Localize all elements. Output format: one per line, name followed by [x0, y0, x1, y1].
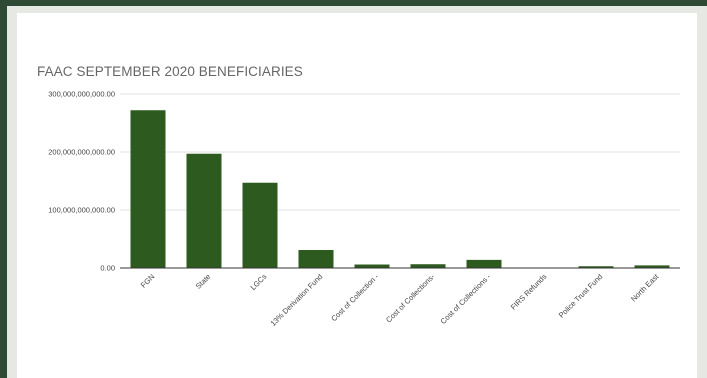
- x-tick-label: LGCs: [248, 272, 268, 292]
- bar: [186, 153, 222, 268]
- bar-chart: 0.00 100,000,000,000.00 200,000,000,000.00…: [48, 90, 680, 328]
- x-tick-label: Cost of Collections -: [439, 272, 493, 326]
- x-tick-label: FGN: [139, 272, 157, 290]
- y-tick-label: 200,000,000,000.00: [48, 148, 115, 157]
- bar: [242, 182, 278, 268]
- y-tick-label: 300,000,000,000.00: [48, 90, 115, 99]
- x-tick-label: 13% Derivation Fund: [269, 272, 325, 328]
- bar: [410, 264, 446, 268]
- bar: [354, 264, 390, 268]
- bar: [578, 266, 614, 268]
- x-tick-label: Police Trust Fund: [557, 272, 605, 320]
- chart-title: FAAC SEPTEMBER 2020 BENEFICIARIES: [37, 64, 303, 79]
- x-tick-label: North East: [629, 271, 661, 303]
- x-tick-label: FIRS Refunds: [509, 272, 549, 312]
- bar: [466, 259, 502, 268]
- y-tick-label: 100,000,000,000.00: [48, 206, 115, 215]
- x-tick-label: State: [194, 272, 213, 291]
- x-tick-label: Cost of Collections-: [384, 272, 437, 325]
- bar: [298, 250, 334, 268]
- y-tick-label: 0.00: [100, 264, 115, 273]
- bar: [130, 110, 166, 269]
- chart-card: FAAC SEPTEMBER 2020 BENEFICIARIES 0.00 10…: [17, 13, 697, 378]
- x-tick-label: Cost of Collection -: [329, 272, 381, 324]
- bar: [634, 265, 670, 268]
